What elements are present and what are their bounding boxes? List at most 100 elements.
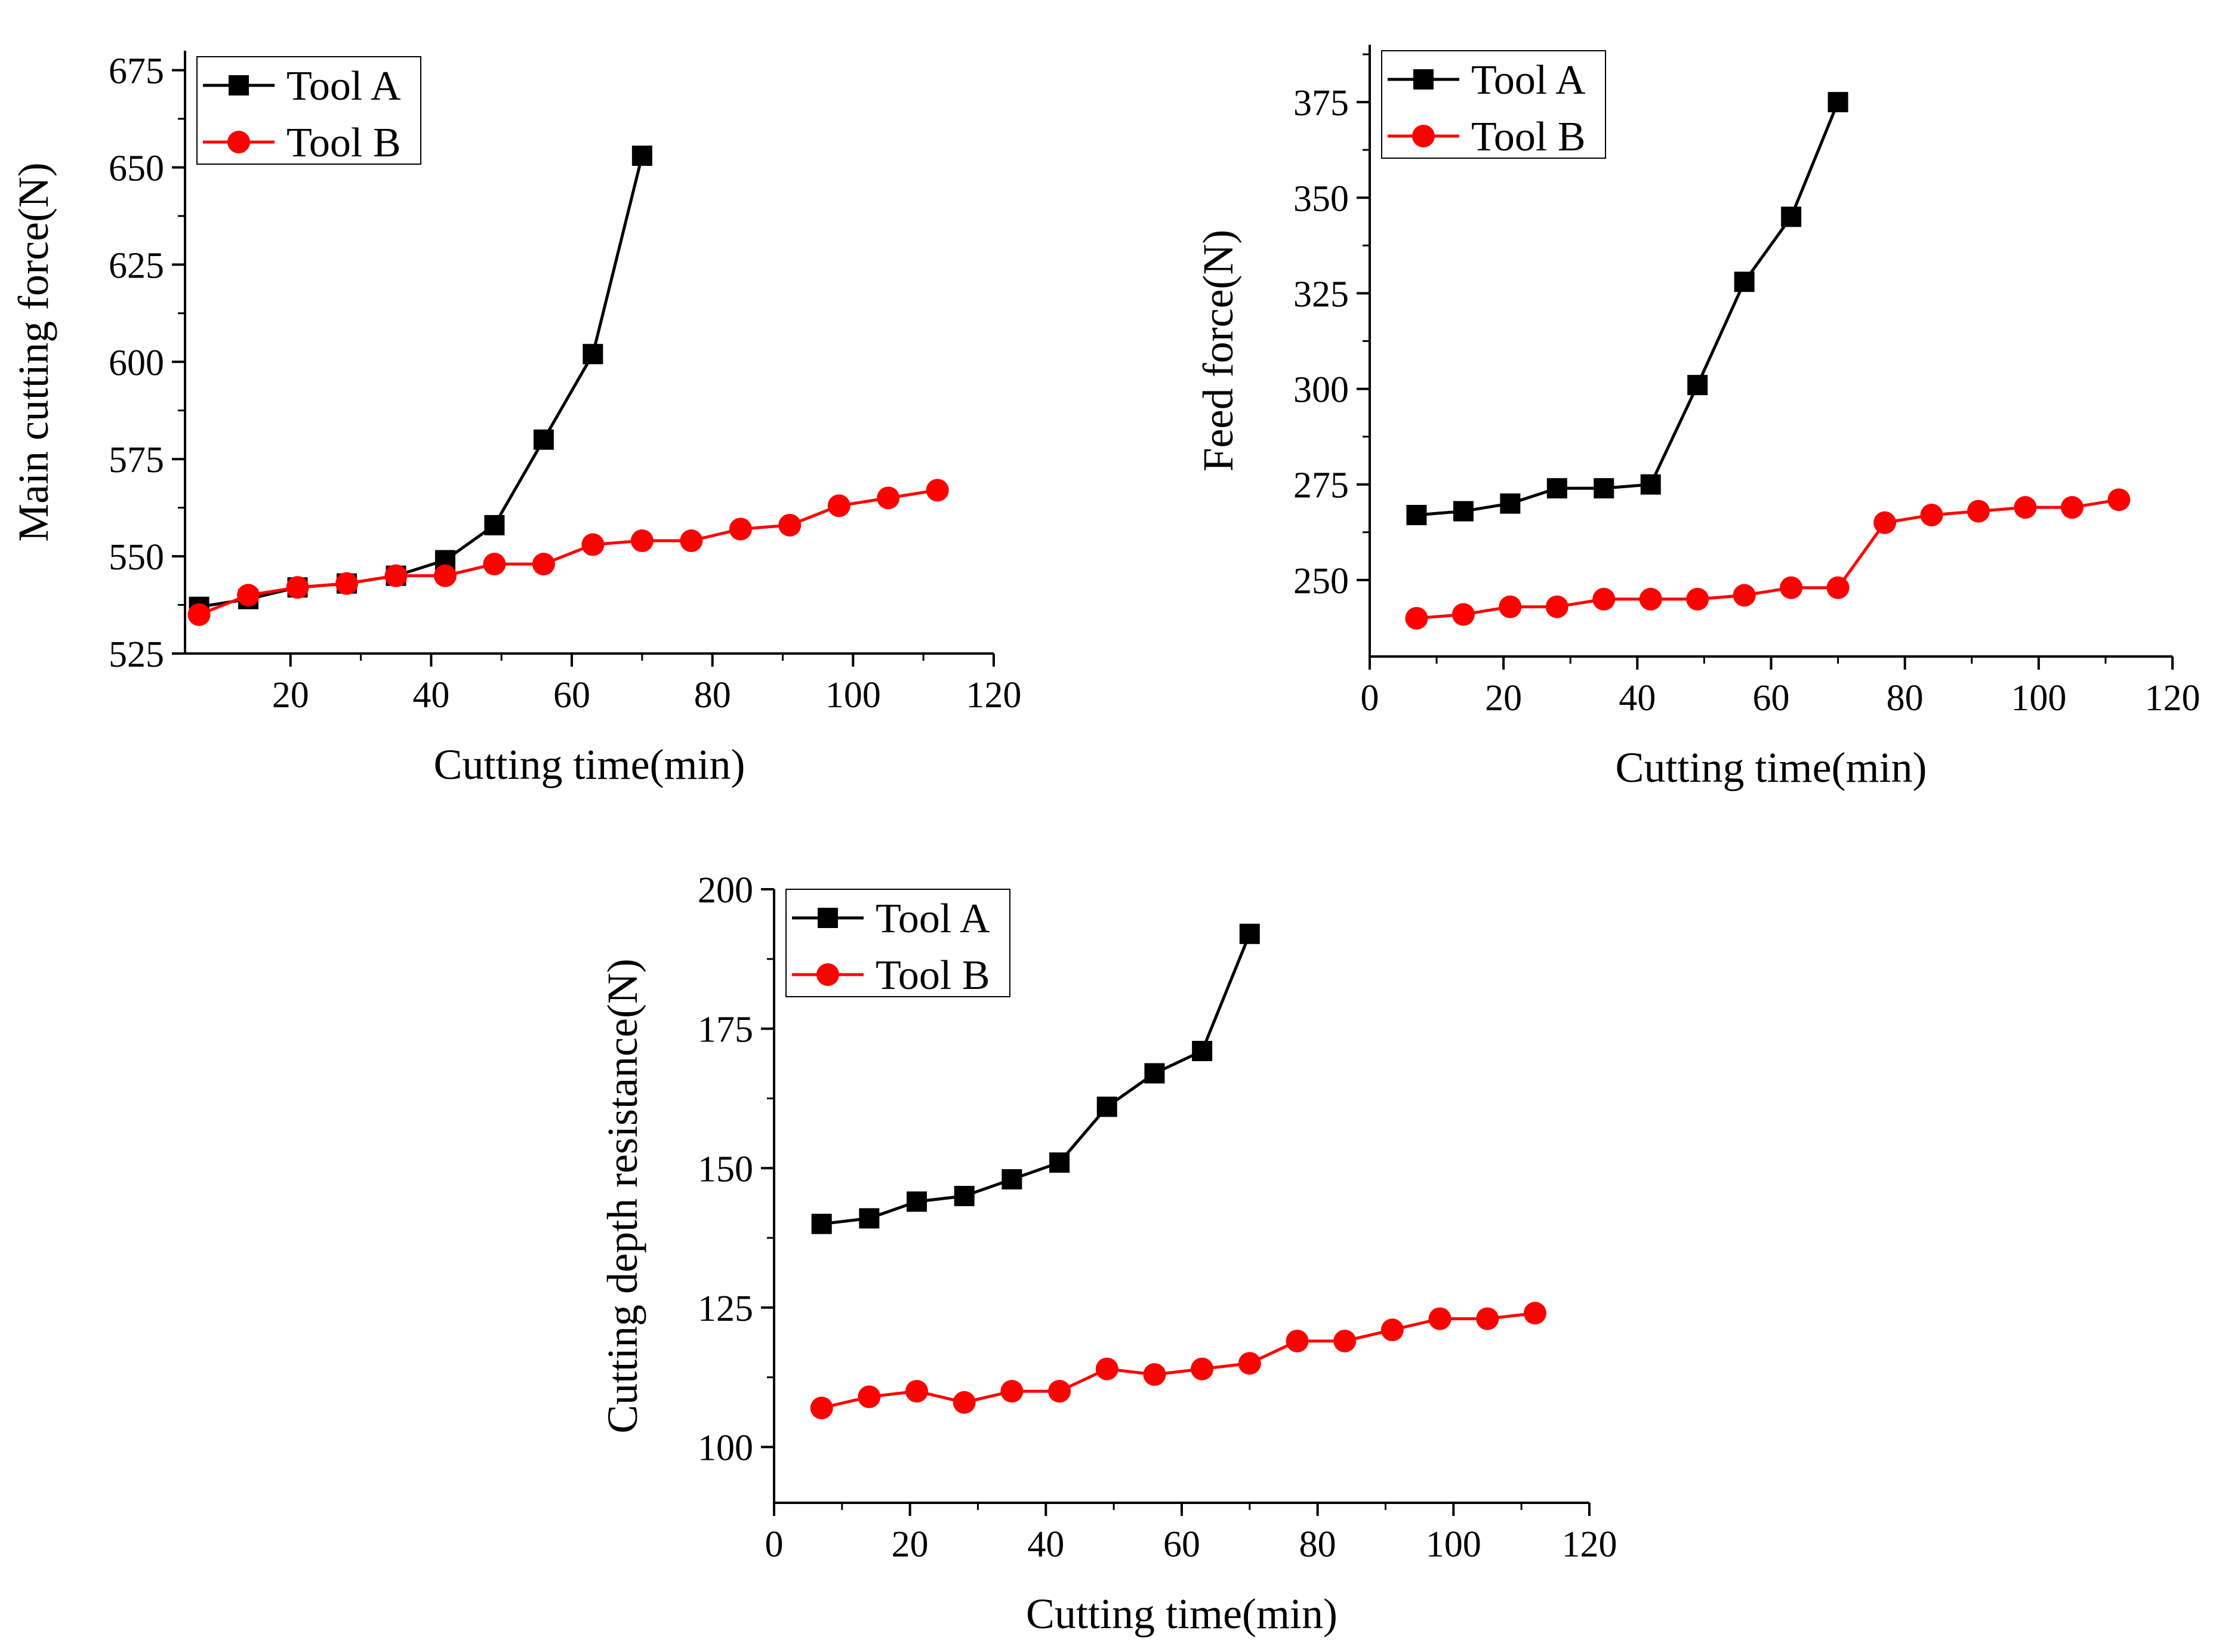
data-point — [631, 145, 652, 166]
data-point — [1333, 1329, 1357, 1352]
data-point — [905, 1380, 929, 1403]
data-point — [1238, 1352, 1261, 1375]
series-line — [821, 933, 1252, 1226]
data-point — [811, 1213, 832, 1234]
data-point — [2107, 488, 2131, 511]
x-tick-label: 0 — [1361, 678, 1379, 719]
data-point — [907, 1191, 927, 1212]
series-tool-b — [1405, 488, 2131, 630]
legend-marker — [229, 75, 249, 95]
legend-label: Tool B — [1471, 114, 1586, 160]
data-point — [1780, 576, 1803, 599]
data-point — [237, 584, 260, 607]
series-line — [821, 1311, 1536, 1410]
data-point — [583, 344, 603, 365]
y-tick-label: 250 — [1293, 561, 1349, 602]
data-point — [1639, 587, 1662, 611]
legend: Tool A Tool B — [1381, 50, 1606, 160]
data-point — [1500, 493, 1521, 514]
data-point — [1453, 501, 1474, 522]
y-tick-label: 375 — [1293, 83, 1349, 124]
legend-label: Tool B — [876, 953, 990, 998]
data-point — [810, 1397, 833, 1420]
series-line — [1416, 498, 2119, 620]
data-point — [1592, 587, 1616, 611]
data-point — [1192, 1041, 1213, 1062]
y-tick-label: 175 — [698, 1010, 753, 1050]
data-point — [1286, 1329, 1309, 1352]
x-tick-label: 40 — [1027, 1524, 1064, 1565]
y-tick-label: 550 — [109, 537, 164, 578]
data-point — [954, 1186, 975, 1206]
legend-marker — [1412, 125, 1435, 147]
x-tick-label: 20 — [272, 675, 309, 716]
data-point — [1096, 1096, 1117, 1117]
y-axis-title: Feed force(N) — [1194, 230, 1242, 472]
x-axis-title: Cutting time(min) — [1616, 744, 1927, 791]
data-point — [859, 1208, 880, 1229]
legend-marker — [1413, 69, 1434, 90]
data-point — [335, 572, 358, 595]
data-point — [581, 533, 605, 556]
data-point — [1967, 500, 1990, 523]
data-point — [1781, 207, 1802, 227]
data-point — [1920, 503, 1943, 526]
data-point — [953, 1391, 976, 1414]
data-point — [1049, 1152, 1070, 1173]
series-tool-b — [187, 479, 949, 626]
data-point — [1686, 587, 1709, 611]
legend-label: Tool B — [286, 120, 401, 166]
legend-label: Tool A — [876, 896, 990, 942]
data-point — [877, 486, 900, 510]
data-point — [1476, 1307, 1499, 1330]
data-point — [1640, 474, 1661, 495]
data-point — [1545, 595, 1568, 618]
data-point — [483, 553, 506, 576]
x-tick-label: 100 — [2011, 678, 2066, 719]
y-tick-label: 525 — [109, 634, 164, 675]
legend-box — [1381, 50, 1606, 159]
data-point — [533, 429, 554, 450]
legend: Tool A Tool B — [196, 56, 421, 166]
data-point — [1191, 1357, 1214, 1380]
data-point — [532, 553, 555, 576]
chart-panel-3: 0 20 40 60 80 100 120 100 125 150 175 200 Cutting ti… — [599, 870, 1617, 1638]
x-tick-label: 0 — [765, 1524, 784, 1565]
chart-panel-2: 0 20 40 60 80 100 120 250 275 300 325 350 375 Cutting… — [1194, 45, 2201, 791]
data-point — [1428, 1307, 1451, 1330]
data-point — [286, 576, 309, 599]
data-point — [1827, 92, 1848, 113]
legend-marker — [816, 963, 839, 986]
y-tick-label: 350 — [1293, 178, 1349, 219]
x-tick-label: 40 — [1619, 678, 1656, 719]
y-tick-label: 200 — [698, 870, 753, 911]
data-point — [1143, 1363, 1166, 1386]
y-tick-label: 675 — [109, 51, 164, 92]
data-point — [926, 479, 949, 502]
data-point — [1687, 375, 1708, 396]
data-point — [1499, 595, 1522, 618]
x-axis-title: Cutting time(min) — [434, 741, 745, 788]
x-tick-label: 20 — [892, 1524, 929, 1565]
x-tick-label: 120 — [1562, 1524, 1617, 1565]
y-tick-label: 625 — [109, 245, 164, 286]
data-point — [1873, 511, 1897, 534]
series-tool-a — [811, 923, 1260, 1234]
x-tick-label: 80 — [1887, 678, 1924, 719]
series-tool-b — [810, 1302, 1546, 1420]
y-axis-title: Cutting depth resistance(N) — [599, 958, 646, 1434]
y-tick-label: 300 — [1293, 370, 1349, 411]
data-point — [1000, 1380, 1024, 1403]
x-tick-label: 60 — [1753, 678, 1790, 719]
y-tick-label: 125 — [698, 1289, 753, 1329]
data-point — [1406, 504, 1427, 525]
data-point — [1001, 1169, 1022, 1189]
y-tick-label: 275 — [1293, 466, 1349, 506]
y-tick-label: 575 — [109, 440, 164, 480]
x-tick-label: 120 — [2145, 678, 2201, 719]
x-tick-label: 40 — [412, 675, 449, 716]
y-tick-label: 100 — [698, 1428, 753, 1469]
data-point — [729, 517, 752, 541]
